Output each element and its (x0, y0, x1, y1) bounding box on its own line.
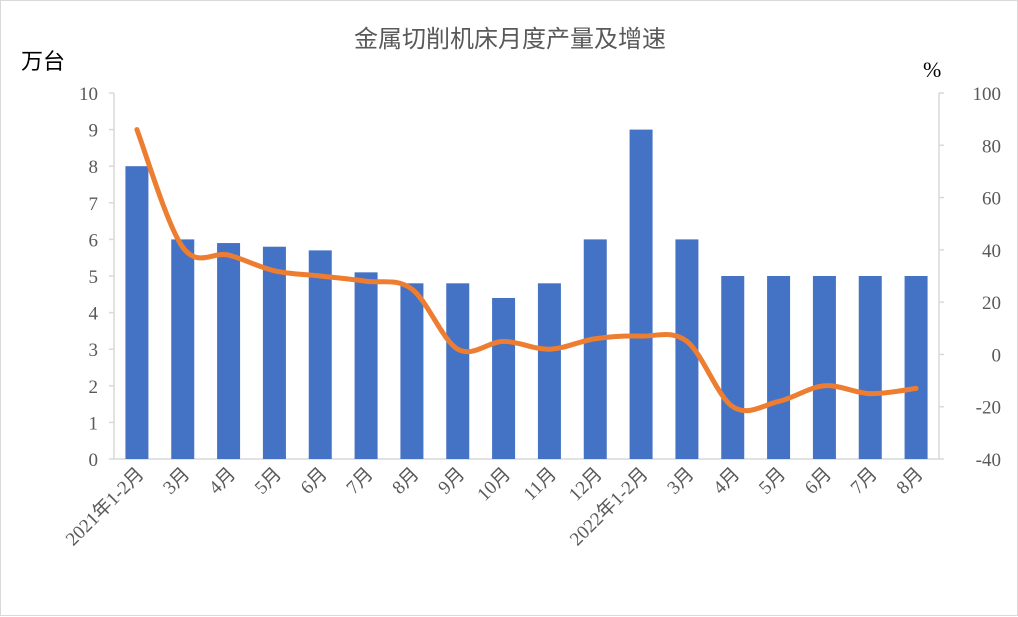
bar (858, 276, 882, 459)
left-tick-label: 4 (89, 304, 99, 325)
x-tick-label: 3月 (159, 464, 194, 499)
x-tick-label: 10月 (473, 464, 515, 506)
bar (583, 239, 607, 459)
right-tick-label: -40 (976, 450, 1001, 471)
left-tick-label: 7 (89, 194, 99, 215)
left-axis-unit: 万台 (21, 49, 65, 74)
right-tick-label: 60 (982, 189, 1001, 210)
chart-title: 金属切削机床月度产量及增速 (354, 26, 666, 53)
x-tick-label: 4月 (205, 464, 240, 499)
left-tick-label: 5 (89, 267, 99, 288)
bar (492, 297, 516, 459)
bar (354, 272, 378, 459)
x-tick-label: 5月 (755, 464, 790, 499)
x-tick-label: 4月 (709, 464, 744, 499)
x-tick-label: 6月 (297, 464, 332, 499)
x-tick-label: 12月 (565, 464, 607, 506)
bar (675, 239, 699, 459)
left-tick-label: 8 (89, 157, 99, 178)
bar (217, 243, 241, 459)
x-tick-label: 6月 (801, 464, 836, 499)
bar (446, 283, 470, 459)
bar (171, 239, 195, 459)
bar (904, 276, 928, 459)
bar (721, 276, 745, 459)
left-tick-label: 2 (89, 377, 99, 398)
right-tick-label: 100 (973, 84, 1002, 105)
right-tick-label: -20 (976, 398, 1001, 419)
x-tick-label: 7月 (343, 464, 378, 499)
bar (767, 276, 791, 459)
right-tick-label: 0 (992, 345, 1002, 366)
left-tick-label: 9 (89, 121, 99, 142)
growth-line (134, 127, 919, 414)
right-tick-label: 20 (982, 293, 1001, 314)
left-tick-label: 3 (89, 340, 99, 361)
x-tick-label: 8月 (893, 464, 928, 499)
x-tick-label: 7月 (847, 464, 882, 499)
x-tick-label: 3月 (663, 464, 698, 499)
bar (537, 283, 561, 459)
bar (812, 276, 836, 459)
bar (400, 283, 424, 459)
x-tick-label: 11月 (520, 464, 561, 505)
x-tick-label: 2021年1-2月 (61, 463, 148, 550)
x-tick-label: 5月 (251, 464, 286, 499)
bar (629, 129, 653, 459)
left-tick-label: 0 (89, 450, 99, 471)
right-tick-label: 80 (982, 136, 1001, 157)
bar (125, 166, 149, 459)
x-tick-label: 9月 (434, 464, 469, 499)
x-tick-label: 8月 (388, 464, 423, 499)
right-tick-label: 40 (982, 241, 1001, 262)
bar (308, 250, 332, 459)
right-axis-unit: % (923, 57, 941, 82)
bar (262, 246, 286, 459)
left-tick-label: 1 (89, 413, 99, 434)
left-tick-label: 10 (79, 84, 98, 105)
left-tick-label: 6 (89, 230, 99, 251)
